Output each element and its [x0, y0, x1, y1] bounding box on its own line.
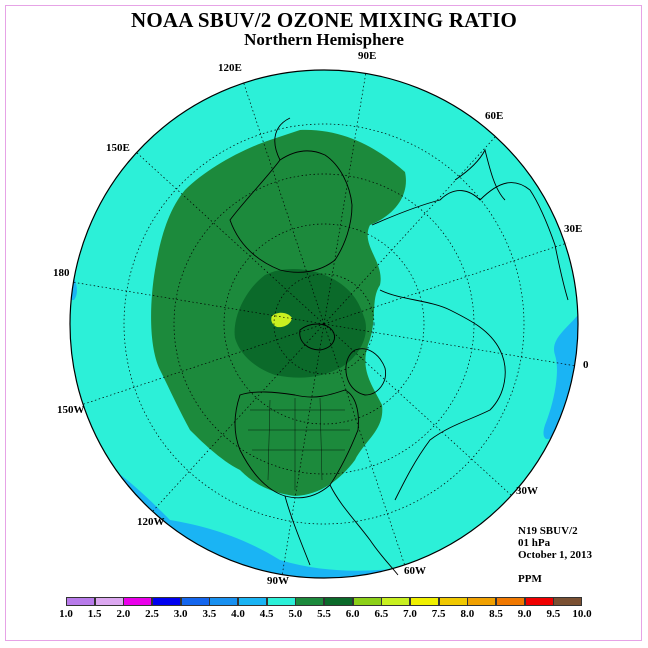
colorbar-swatch: [496, 597, 526, 606]
pressure-level-label: 01 hPa: [518, 537, 551, 549]
colorbar-tick-label: 5.0: [288, 608, 303, 620]
ozone-low-region: [543, 310, 578, 439]
chart-subtitle: Northern Hemisphere: [244, 30, 404, 49]
instrument-label: N19 SBUV/2: [518, 525, 578, 537]
ozone-high-region: [234, 268, 366, 378]
lon-label-30e: 30E: [564, 223, 583, 235]
colorbar-tick-label: 1.5: [87, 608, 102, 620]
colorbar-tick-label: 6.5: [374, 608, 389, 620]
colorbar-tick-label: 8.0: [460, 608, 475, 620]
colorbar-tick-label: 3.0: [173, 608, 188, 620]
colorbar-swatch: [238, 597, 268, 606]
chart-title: NOAA SBUV/2 OZONE MIXING RATIO: [131, 8, 517, 32]
colorbar-swatch: [295, 597, 325, 606]
colorbar-tick-label: 2.5: [145, 608, 159, 620]
colorbar-swatch: [180, 597, 210, 606]
colorbar-swatch: [467, 597, 497, 606]
lon-label-0: 0: [583, 359, 589, 371]
lon-label-150e: 150E: [106, 142, 130, 154]
lon-label-120e: 120E: [218, 62, 242, 74]
colorbar-swatch: [123, 597, 153, 606]
colorbar-swatch: [324, 597, 354, 606]
lon-label-180: 180: [53, 267, 70, 279]
date-label: October 1, 2013: [518, 549, 593, 561]
colorbar-tick-label: 7.5: [431, 608, 446, 620]
lon-label-60e: 60E: [485, 110, 504, 122]
colorbar-tick-label: 9.0: [517, 608, 532, 620]
colorbar-swatch: [152, 597, 182, 606]
lon-label-150w: 150W: [57, 404, 85, 416]
lon-label-120w: 120W: [137, 516, 165, 528]
lon-label-90e: 90E: [358, 50, 377, 62]
colorbar-swatch: [209, 597, 239, 606]
colorbar-swatch: [94, 597, 124, 606]
colorbar-tick-label: 7.0: [403, 608, 417, 620]
colorbar-tick-label: 4.5: [259, 608, 274, 620]
colorbar-tick-label: 3.5: [202, 608, 217, 620]
map-boundary: [69, 69, 579, 579]
colorbar-tick-label: 4.0: [231, 608, 245, 620]
colorbar-tick-label: 1.0: [59, 608, 73, 620]
colorbar-swatch: [352, 597, 382, 606]
colorbar-swatch: [410, 597, 440, 606]
colorbar-tick-label: 10.0: [572, 608, 592, 620]
units-label: PPM: [518, 573, 542, 585]
colorbar-swatch: [381, 597, 411, 606]
lon-label-30w: 30W: [516, 485, 538, 497]
figure-frame: [5, 5, 642, 641]
colorbar-swatch: [524, 597, 554, 606]
colorbar-tick-label: 9.5: [546, 608, 561, 620]
colorbar-swatch: [266, 597, 296, 606]
lon-label-60w: 60W: [404, 565, 426, 577]
colorbar-swatch: [553, 597, 583, 606]
colorbar-swatch: [66, 597, 96, 606]
colorbar-tick-label: 8.5: [489, 608, 503, 620]
colorbar-tick-label: 5.5: [317, 608, 331, 620]
colorbar-tick-label: 6.0: [345, 608, 360, 620]
colorbar-swatch: [438, 597, 468, 606]
lon-label-90w: 90W: [267, 575, 289, 587]
colorbar-tick-label: 2.0: [116, 608, 131, 620]
